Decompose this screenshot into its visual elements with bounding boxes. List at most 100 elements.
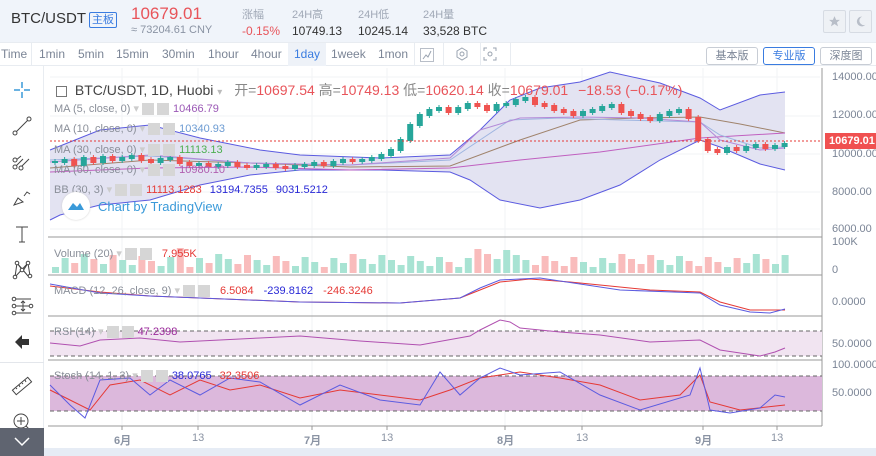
close-icon (163, 123, 176, 136)
legend-volume[interactable]: Volume (20) ▾ 7.955K (54, 248, 197, 261)
gear-icon (140, 370, 153, 383)
stoch-axis-label: 100.0000 (832, 359, 876, 371)
indicator-button[interactable] (420, 48, 434, 62)
view-depth-button[interactable]: 深度图 (820, 47, 872, 65)
ohlc-values: 开=10697.54 高=10749.13 低=10620.14 收=10679… (234, 82, 683, 98)
ruler-tool[interactable] (6, 372, 38, 400)
legend-ma30[interactable]: MA (30, close, 0) ▾ 11113.13 (54, 144, 223, 157)
measure-icon (11, 296, 34, 316)
settings-button[interactable] (455, 47, 469, 61)
crosshair-icon (14, 82, 30, 98)
interval-time[interactable]: Time (1, 47, 28, 61)
settings-icon (456, 47, 468, 61)
trend-line-icon (12, 116, 32, 136)
symbol-title[interactable]: BTC/USDT, 1D, Huobi (74, 82, 214, 98)
time-axis-label: 6月 (114, 435, 132, 447)
time-axis-label: 13 (771, 432, 784, 444)
price-axis-label: 8000.00 (832, 186, 872, 198)
pattern-icon (12, 260, 33, 280)
legend-ma10[interactable]: MA (10, close, 0) ▾ 10340.93 (54, 123, 226, 136)
back-button[interactable] (6, 328, 38, 356)
interval-30min[interactable]: 30min (162, 47, 195, 61)
moon-icon (856, 16, 866, 27)
price-axis-label: 12000.00 (832, 109, 876, 121)
legend-macd[interactable]: MACD (12, 26, close, 9) ▾ 6.5084 -239.8162… (54, 285, 373, 298)
screenshot-button[interactable] (483, 47, 497, 61)
view-pro-button[interactable]: 专业版 (763, 47, 815, 65)
close-icon (157, 103, 170, 116)
stoch-axis-label: 50.0000 (832, 387, 872, 399)
pitchfork-icon (12, 155, 30, 171)
measure-tool[interactable] (6, 292, 38, 320)
chevron-down-icon (14, 437, 30, 447)
close-icon (155, 370, 168, 383)
trend-line-tool[interactable] (6, 112, 38, 140)
gear-icon (148, 123, 161, 136)
gear-icon (106, 326, 119, 339)
drawing-toolbar (0, 66, 44, 456)
time-axis-label: 7月 (304, 435, 322, 447)
market-header: BTC/USDT 主板 10679.01 ≈ 73204.61 CNY 涨幅 -… (0, 0, 876, 42)
interval-1day[interactable]: 1day (288, 43, 327, 66)
text-icon (16, 226, 28, 243)
interval-toolbar: Time 1min 5min 15min 30min 1hour 4hour 1… (0, 42, 876, 66)
current-price-tag: 10679.01 (825, 133, 876, 149)
time-axis-label: 13 (192, 432, 205, 444)
close-icon (163, 144, 176, 157)
close-icon (130, 184, 143, 197)
pitchfork-tool[interactable] (6, 148, 38, 176)
gear-icon (115, 184, 128, 197)
gear-icon (148, 164, 161, 177)
interval-1hour[interactable]: 1hour (208, 47, 239, 61)
time-axis-label: 13 (381, 432, 394, 444)
close-icon (197, 285, 210, 298)
stat-change: 涨幅 -0.15% (242, 9, 281, 38)
interval-15min[interactable]: 15min (116, 47, 149, 61)
brush-icon (12, 191, 31, 206)
theme-toggle-button[interactable] (849, 10, 872, 33)
volume-axis-label: 0 (832, 264, 839, 276)
price-axis-label: 14000.00 (832, 71, 876, 83)
cny-price: ≈ 73204.61 CNY (131, 24, 213, 36)
gear-icon (182, 285, 195, 298)
macd-axis-label: 0.0000 (832, 296, 866, 308)
crosshair-tool[interactable] (6, 76, 38, 104)
view-basic-button[interactable]: 基本版 (706, 47, 758, 65)
text-tool[interactable] (6, 220, 38, 248)
interval-1week[interactable]: 1week (331, 47, 366, 61)
collapse-legend-icon[interactable] (56, 85, 67, 97)
chevron-down-icon[interactable]: ▾ (217, 87, 223, 98)
legend-bb[interactable]: BB (30, 3) ▾ 11113.1283 13194.7355 9031.521… (54, 184, 328, 197)
close-icon (139, 248, 152, 261)
legend-ma60[interactable]: MA (60, close, 0) ▾ 10980.10 (54, 164, 226, 177)
legend-rsi[interactable]: RSI (14) ▾ 47.2398 (54, 326, 178, 339)
chart-title: BTC/USDT, 1D, Huobi ▾ 开=10697.54 高=10749… (56, 80, 682, 100)
close-icon (121, 326, 134, 339)
interval-5min[interactable]: 5min (78, 47, 105, 61)
bottom-bar (44, 448, 876, 456)
interval-4hour[interactable]: 4hour (251, 47, 282, 61)
close-icon (163, 164, 176, 177)
screenshot-icon (483, 47, 497, 61)
interval-1mon[interactable]: 1mon (378, 47, 409, 61)
pair-name: BTC/USDT (11, 10, 86, 27)
stat-high: 24H高 10749.13 (292, 9, 343, 38)
favorite-button[interactable] (823, 10, 846, 33)
stat-volume: 24H量 33,528 BTC (423, 9, 488, 38)
price-chart[interactable] (48, 66, 876, 456)
ruler-icon (11, 376, 33, 396)
legend-ma5[interactable]: MA (5, close, 0) ▾ 10466.79 (54, 103, 219, 116)
interval-1min[interactable]: 1min (39, 47, 66, 61)
tradingview-watermark[interactable]: Chart by TradingView (62, 192, 222, 220)
time-axis-label: 9月 (695, 435, 713, 447)
time-axis-label: 8月 (497, 435, 515, 447)
indicator-icon (422, 50, 432, 60)
collapse-toolbar-button[interactable] (0, 428, 44, 456)
pattern-tool[interactable] (6, 256, 38, 284)
legend-stoch[interactable]: Stoch (14, 1, 3) ▾ 38.0765 32.3506 (54, 370, 260, 383)
price-axis-label: 10000.00 (832, 148, 876, 160)
price-axis-label: 6000.00 (832, 223, 872, 235)
brush-tool[interactable] (6, 184, 38, 212)
tradingview-logo-icon (62, 192, 90, 220)
volume-axis-label: 100K (832, 236, 858, 248)
